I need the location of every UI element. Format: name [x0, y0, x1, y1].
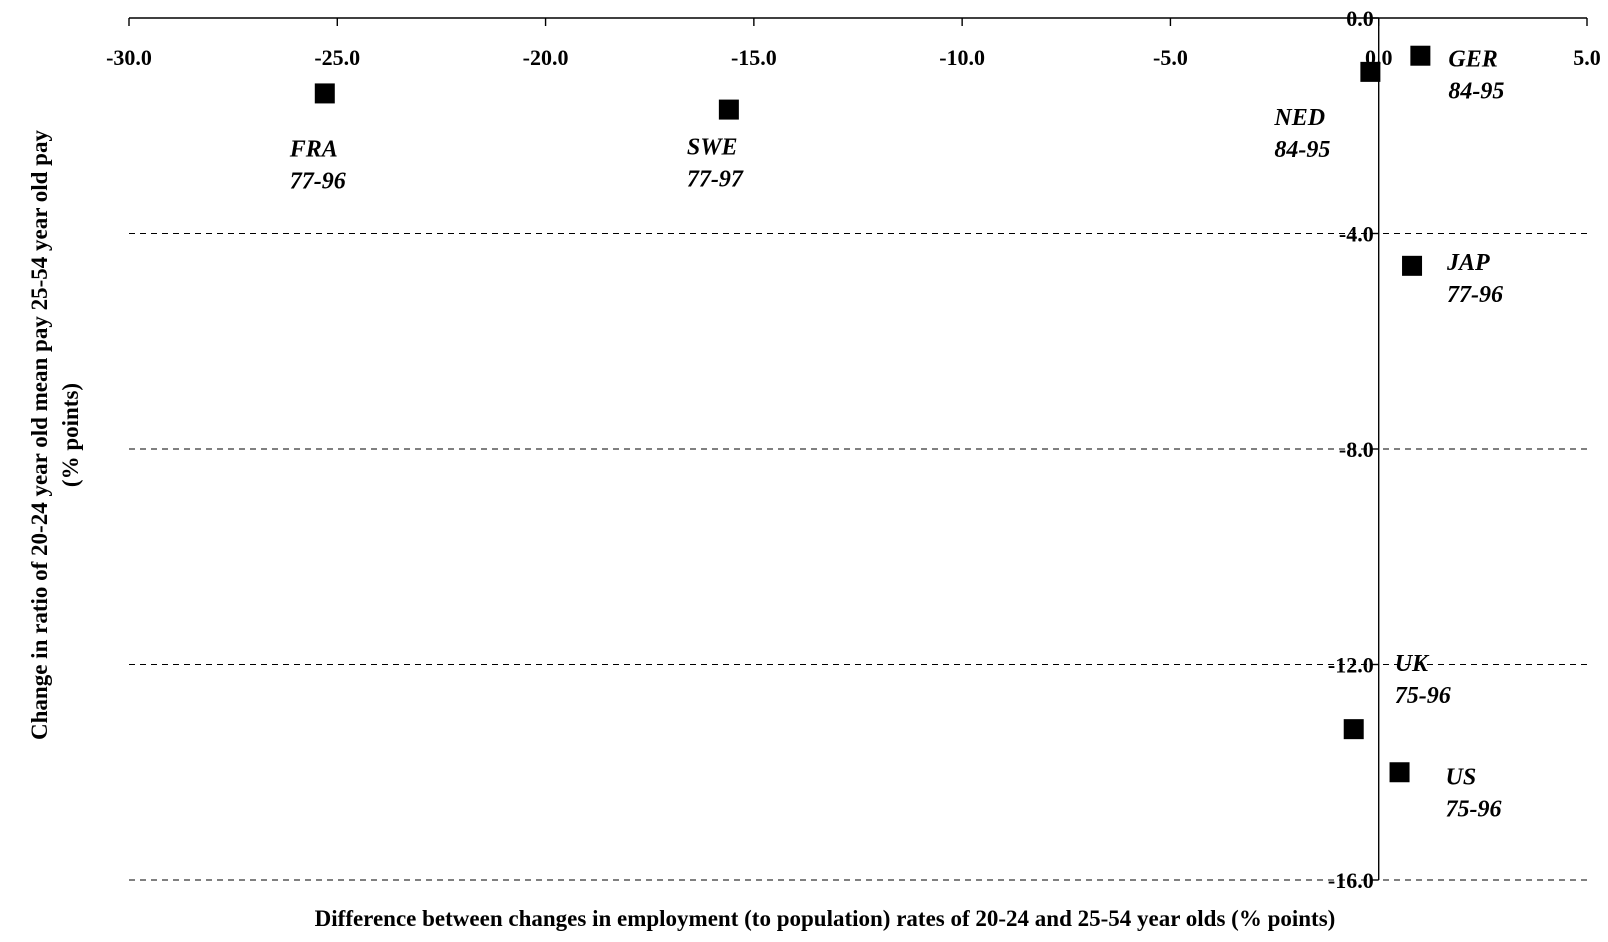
y-tick-label-2: -8.0 — [1339, 437, 1374, 462]
y-tick-label-0: 0.0 — [1346, 6, 1374, 31]
data-point-us — [1389, 762, 1410, 783]
data-point-ned — [1360, 61, 1381, 82]
y-axis-title-line2: (% points) — [58, 383, 83, 487]
point-label-ned-country: NED — [1273, 105, 1325, 131]
point-label-uk-period: 75-96 — [1395, 683, 1451, 709]
x-tick-label-3: -15.0 — [731, 45, 777, 70]
y-tick-label-3: -12.0 — [1328, 653, 1374, 678]
data-points — [314, 45, 1431, 783]
point-label-fra-period: 77-96 — [290, 168, 346, 194]
point-labels: FRA 77-96 SWE 77-97 NED 84-95 GER 84-95 JAP 77-96… — [289, 47, 1505, 823]
y-axis-title-line1: Change in ratio of 20-24 year old mean p… — [27, 130, 52, 740]
y-tick-label-1: -4.0 — [1339, 222, 1374, 247]
x-axis-title: Difference between changes in employment… — [315, 906, 1336, 931]
point-label-ned-period: 84-95 — [1274, 137, 1330, 163]
y-tick-label-4: -16.0 — [1328, 868, 1374, 893]
data-point-uk — [1343, 719, 1364, 740]
point-label-jap-period: 77-96 — [1447, 282, 1503, 308]
x-tick-label-4: -10.0 — [939, 45, 985, 70]
x-axis-ticks: -30.0 -25.0 -20.0 -15.0 -10.0 -5.0 0.0 5.0 — [106, 18, 1601, 70]
point-label-swe-country: SWE — [687, 135, 738, 161]
x-tick-label-0: -30.0 — [106, 45, 152, 70]
x-tick-label-5: -5.0 — [1153, 45, 1188, 70]
y-axis-ticks: 0.0 -4.0 -8.0 -12.0 -16.0 — [1328, 6, 1379, 893]
data-point-ger — [1410, 45, 1431, 66]
x-tick-label-2: -20.0 — [523, 45, 569, 70]
data-point-fra — [314, 83, 335, 104]
data-point-jap — [1402, 255, 1423, 276]
point-label-us-period: 75-96 — [1446, 796, 1502, 822]
point-label-jap-country: JAP — [1446, 250, 1490, 276]
point-label-swe-period: 77-97 — [687, 167, 744, 193]
y-axis-title: Change in ratio of 20-24 year old mean p… — [27, 130, 83, 740]
data-point-swe — [718, 99, 739, 120]
point-label-uk-country: UK — [1395, 651, 1430, 677]
point-label-fra-country: FRA — [289, 136, 338, 162]
x-tick-label-7: 5.0 — [1573, 45, 1601, 70]
point-label-us-country: US — [1446, 764, 1477, 790]
x-tick-label-1: -25.0 — [314, 45, 360, 70]
point-label-ger-country: GER — [1448, 47, 1497, 73]
point-label-ger-period: 84-95 — [1448, 79, 1504, 105]
gridlines — [129, 233, 1587, 881]
